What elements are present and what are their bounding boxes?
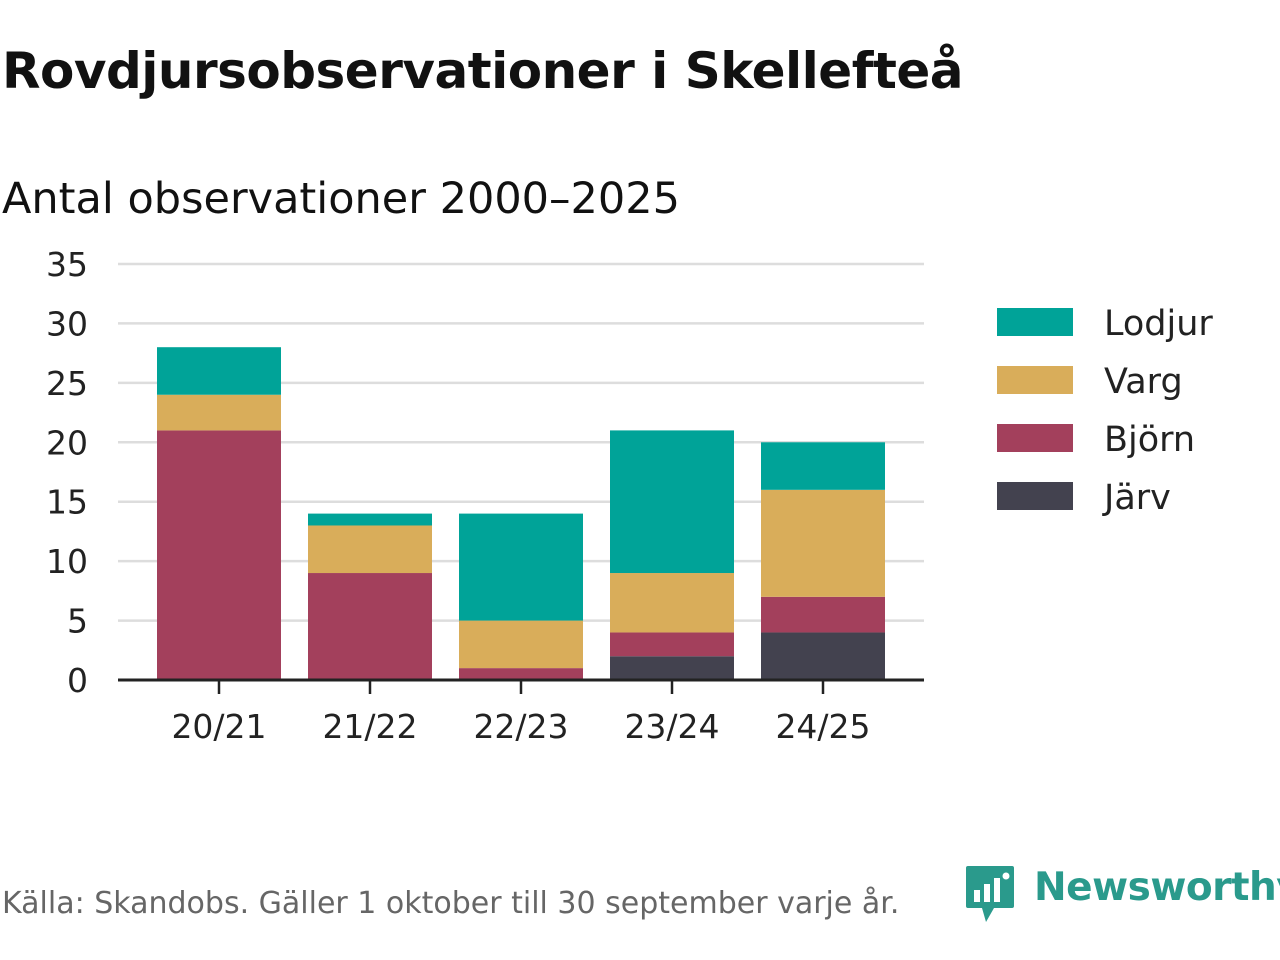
- legend-label: Järv: [1102, 478, 1171, 518]
- bar-segment-varg: [157, 394, 281, 431]
- x-tick-label: 24/25: [775, 707, 870, 746]
- bar-segment-bj-rn: [459, 668, 583, 680]
- bar-segment-lodjur: [459, 513, 583, 621]
- chart-subtitle: Antal observationer 2000–2025: [2, 174, 680, 224]
- bar-segment-lodjur: [308, 513, 432, 526]
- bar-segment-lodjur: [157, 347, 281, 395]
- legend-swatch: [997, 424, 1073, 452]
- bar-segment-varg: [459, 620, 583, 669]
- y-tick-label: 35: [46, 245, 88, 284]
- y-tick-label: 25: [46, 364, 88, 403]
- bar-segment-varg: [761, 489, 885, 597]
- legend-label: Björn: [1104, 420, 1195, 460]
- y-tick-label: 5: [67, 602, 88, 641]
- bar-segment-j-rv: [610, 656, 734, 680]
- y-tick-label: 0: [67, 661, 88, 700]
- y-tick-label: 30: [46, 304, 88, 343]
- bar-segment-varg: [308, 525, 432, 574]
- legend: Lodjur Varg Björn Järv: [997, 304, 1213, 518]
- y-tick-label: 15: [46, 483, 88, 522]
- x-tick-label: 20/21: [171, 707, 266, 746]
- bar-segment-bj-rn: [610, 632, 734, 657]
- y-tick-label: 20: [46, 423, 88, 462]
- bar-segment-j-rv: [761, 632, 885, 680]
- bar-segment-lodjur: [761, 442, 885, 490]
- bars: [157, 347, 885, 680]
- legend-label: Varg: [1104, 362, 1183, 402]
- legend-swatch: [997, 308, 1073, 336]
- y-tick-label: 10: [46, 542, 88, 581]
- x-tick-label: 22/23: [473, 707, 568, 746]
- legend-label: Lodjur: [1104, 304, 1213, 344]
- source-note: Källa: Skandobs. Gäller 1 oktober till 3…: [2, 886, 900, 921]
- legend-swatch: [997, 482, 1073, 510]
- bar-segment-varg: [610, 573, 734, 633]
- x-tick-label: 21/22: [322, 707, 417, 746]
- brand-logo: Newsworthy: [964, 864, 1280, 928]
- bar-segment-bj-rn: [157, 430, 281, 680]
- chart-title: Rovdjursobservationer i Skellefteå: [2, 42, 964, 100]
- bar-segment-lodjur: [610, 430, 734, 574]
- x-tick-label: 23/24: [624, 707, 719, 746]
- newsworthy-logo-icon: [966, 866, 1014, 922]
- brand-name: Newsworthy: [1034, 865, 1280, 910]
- axes: 0 5 10 15 20 25 30 35 20/21 21/22 22/23 23/24 24/25: [46, 245, 924, 746]
- bar-segment-bj-rn: [308, 573, 432, 680]
- bar-segment-bj-rn: [761, 596, 885, 633]
- legend-swatch: [997, 366, 1073, 394]
